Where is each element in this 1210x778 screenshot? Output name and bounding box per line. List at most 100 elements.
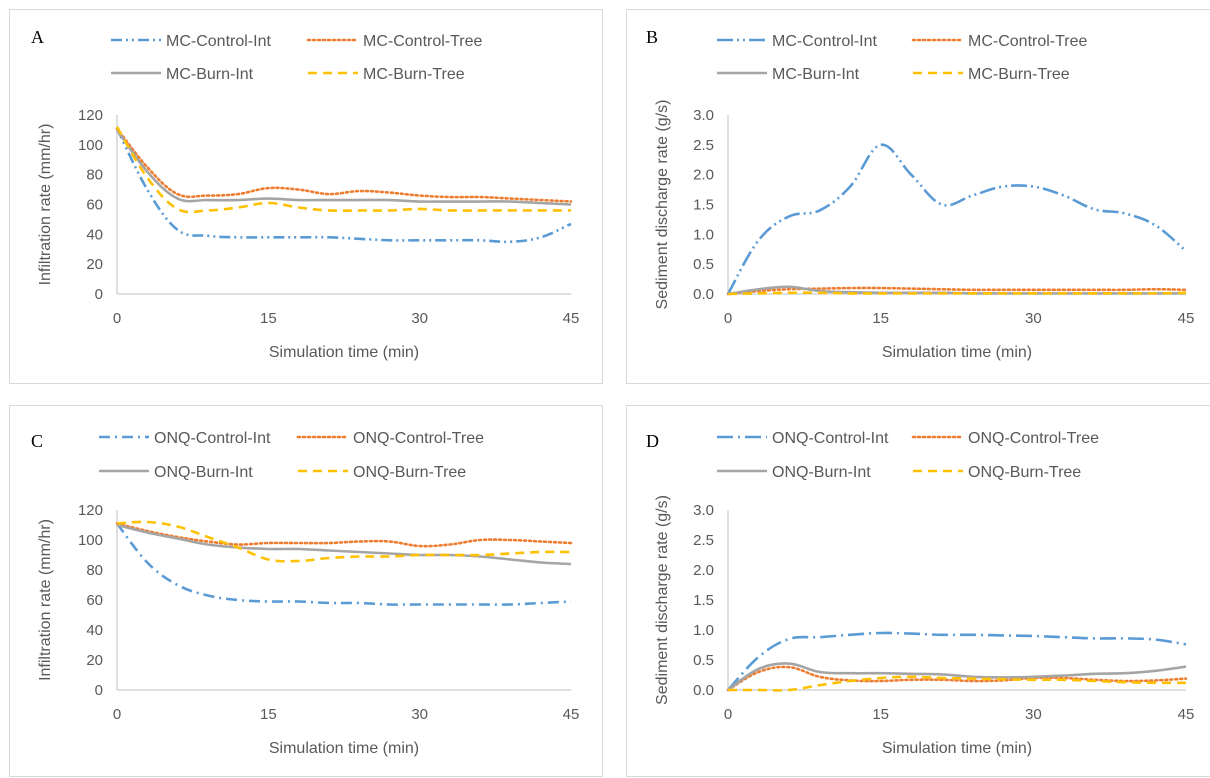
- y-axis-title: Infiltration rate (mm/hr): [37, 124, 54, 286]
- y-tick-label: 0.0: [693, 682, 714, 699]
- chart-panel-c: C 0 20 40 60 80 100 120 0 15 30 45 Simulation time (…: [9, 405, 603, 777]
- y-tick-label: 1.5: [693, 197, 714, 214]
- y-tick-label: 100: [78, 532, 103, 549]
- legend-item: ONQ-Control-Int: [99, 430, 271, 447]
- series-line-onq-burn-int: [727, 662, 1187, 692]
- chart-svg: A 0 20 40 60 80 100 120 0 15 30 45 Simulation time (…: [31, 27, 580, 361]
- y-tick-label: 40: [86, 226, 103, 243]
- y-axis-title: Sediment discharge rate (g/s): [654, 100, 671, 310]
- legend-item: MC-Burn-Tree: [913, 66, 1070, 83]
- x-axis-title: Simulation time (min): [269, 344, 419, 361]
- chart-panel-a: A 0 20 40 60 80 100 120 0 15 30 45 Simulation time (…: [9, 9, 603, 384]
- panel-label: B: [646, 27, 658, 47]
- panel-label: D: [646, 431, 659, 451]
- x-tick-label: 0: [113, 706, 121, 723]
- chart-svg: B 0.0 0.5 1.0 1.5 2.0 2.5 3.0 0 15 30 45 Simulation …: [646, 27, 1194, 361]
- legend-label: MC-Control-Int: [772, 33, 877, 50]
- x-tick-label: 30: [411, 310, 428, 327]
- legend-item: MC-Control-Int: [717, 33, 877, 50]
- series-line-onq-control-int: [727, 631, 1187, 691]
- y-tick-label: 1.5: [693, 592, 714, 609]
- y-tick-label: 0.5: [693, 256, 714, 273]
- y-tick-label: 20: [86, 652, 103, 669]
- y-tick-label: 3.0: [693, 107, 714, 124]
- legend-label: ONQ-Control-Int: [154, 430, 271, 447]
- series-line-mc-control-tree: [115, 127, 573, 203]
- legend-item: MC-Control-Int: [111, 33, 271, 50]
- legend-item: MC-Burn-Int: [111, 66, 254, 83]
- legend-label: ONQ-Control-Tree: [968, 430, 1099, 447]
- series-line-onq-control-tree: [115, 522, 573, 548]
- y-tick-label: 0: [95, 682, 103, 699]
- legend-item: ONQ-Burn-Tree: [298, 464, 466, 481]
- series-line-onq-burn-int: [116, 523, 572, 566]
- x-axis-title: Simulation time (min): [882, 344, 1032, 361]
- legend-label: ONQ-Burn-Tree: [968, 464, 1081, 481]
- x-tick-label: 45: [563, 706, 580, 723]
- y-tick-label: 2.5: [693, 137, 714, 154]
- legend-item: ONQ-Control-Tree: [911, 430, 1099, 447]
- y-tick-label: 0.0: [693, 286, 714, 303]
- legend-item: MC-Control-Tree: [306, 33, 483, 50]
- series-line-mc-burn-tree: [115, 126, 571, 214]
- legend-label: MC-Control-Int: [166, 33, 271, 50]
- series-line-mc-control-int: [115, 127, 572, 244]
- legend-item: ONQ-Burn-Int: [99, 464, 253, 481]
- legend-item: ONQ-Burn-Tree: [913, 464, 1081, 481]
- series-line-onq-burn-tree: [728, 675, 1187, 692]
- series-line-mc-burn-tree: [727, 291, 1187, 296]
- series-line-onq-burn-tree: [116, 520, 572, 563]
- x-tick-label: 0: [724, 706, 732, 723]
- x-tick-label: 30: [1025, 706, 1042, 723]
- y-axis-title: Infiltration rate (mm/hr): [37, 519, 54, 681]
- y-tick-label: 60: [86, 197, 103, 214]
- panel-label: C: [31, 431, 43, 451]
- series-line-onq-control-int: [115, 522, 572, 606]
- legend-label: ONQ-Burn-Int: [772, 464, 871, 481]
- y-tick-label: 40: [86, 622, 103, 639]
- x-axis-title: Simulation time (min): [269, 740, 419, 757]
- x-tick-label: 0: [113, 310, 121, 327]
- x-tick-label: 45: [1178, 706, 1195, 723]
- x-tick-label: 15: [872, 706, 889, 723]
- x-tick-label: 45: [563, 310, 580, 327]
- chart-svg: C 0 20 40 60 80 100 120 0 15 30 45 Simulation time (…: [31, 430, 580, 757]
- y-tick-label: 0: [95, 286, 103, 303]
- legend-item: MC-Burn-Tree: [308, 66, 465, 83]
- series-line-mc-burn-int: [115, 129, 572, 206]
- legend-label: MC-Control-Tree: [363, 33, 483, 50]
- y-tick-label: 120: [78, 502, 103, 519]
- legend-label: ONQ-Burn-Int: [154, 464, 253, 481]
- y-tick-label: 100: [78, 137, 103, 154]
- y-axis-title: Sediment discharge rate (g/s): [654, 495, 671, 705]
- y-tick-label: 20: [86, 256, 103, 273]
- chart-svg: D 0.0 0.5 1.0 1.5 2.0 2.5 3.0 0 15 30 45 Simulation …: [646, 430, 1195, 757]
- x-tick-label: 30: [411, 706, 428, 723]
- y-tick-label: 0.5: [693, 652, 714, 669]
- legend-item: ONQ-Control-Tree: [296, 430, 484, 447]
- legend-label: MC-Burn-Tree: [363, 66, 465, 83]
- y-tick-label: 2.0: [693, 562, 714, 579]
- x-axis-title: Simulation time (min): [882, 740, 1032, 757]
- y-tick-label: 3.0: [693, 502, 714, 519]
- legend-label: MC-Burn-Tree: [968, 66, 1070, 83]
- series-line-mc-control-int: [726, 143, 1187, 295]
- x-tick-label: 0: [724, 310, 732, 327]
- y-tick-label: 2.0: [693, 167, 714, 184]
- y-tick-label: 2.5: [693, 532, 714, 549]
- legend-item: ONQ-Burn-Int: [717, 464, 871, 481]
- chart-panel-b: B 0.0 0.5 1.0 1.5 2.0 2.5 3.0 0 15 30 45 Simulation …: [626, 9, 1210, 384]
- legend-item: ONQ-Control-Int: [717, 430, 889, 447]
- x-tick-label: 15: [260, 706, 277, 723]
- legend-label: MC-Burn-Int: [772, 66, 860, 83]
- y-tick-label: 1.0: [693, 622, 714, 639]
- legend-label: MC-Control-Tree: [968, 33, 1088, 50]
- legend-label: ONQ-Control-Tree: [353, 430, 484, 447]
- y-tick-label: 80: [86, 562, 103, 579]
- y-tick-label: 80: [86, 167, 103, 184]
- legend-label: ONQ-Burn-Tree: [353, 464, 466, 481]
- y-tick-label: 1.0: [693, 226, 714, 243]
- panel-label: A: [31, 27, 44, 47]
- legend-item: MC-Burn-Int: [717, 66, 860, 83]
- legend-item: MC-Control-Tree: [911, 33, 1088, 50]
